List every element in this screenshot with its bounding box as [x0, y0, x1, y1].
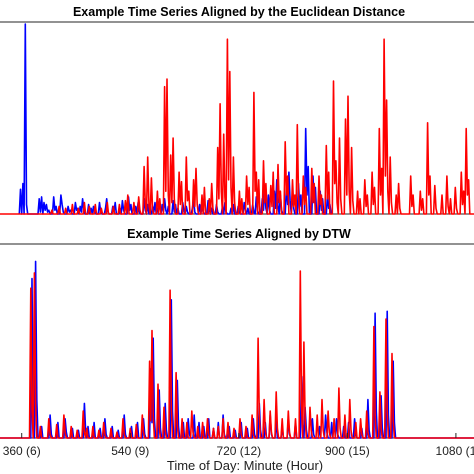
- bottom-panel-axes-box: [0, 243, 474, 439]
- top-series-red-line: [0, 38, 474, 215]
- x-axis-label: Time of Day: Minute (Hour): [167, 458, 323, 473]
- x-tick-label: 900 (15): [325, 444, 370, 458]
- x-tick-label: 540 (9): [111, 444, 149, 458]
- x-tick-label: 360 (6): [3, 444, 41, 458]
- top-panel-axes-box: [0, 21, 474, 215]
- bottom-panel-x-ticks: 360 (6) 540 (9) 720 (12) 900 (15) 1080 (1: [3, 433, 474, 458]
- bottom-panel: Example Time Series Aligned by DTW 360 (…: [0, 227, 474, 473]
- bottom-series-blue-line: [0, 260, 474, 439]
- top-panel: Example Time Series Aligned by the Eucli…: [0, 5, 474, 215]
- top-panel-title: Example Time Series Aligned by the Eucli…: [73, 5, 405, 19]
- x-tick-label: 720 (12): [216, 444, 261, 458]
- bottom-panel-title: Example Time Series Aligned by DTW: [127, 227, 351, 241]
- bottom-series-red-line: [0, 270, 474, 439]
- x-tick-label: 1080 (1: [436, 444, 474, 458]
- bottom-panel-plot-area: [0, 260, 474, 439]
- top-panel-plot-area: [0, 23, 474, 215]
